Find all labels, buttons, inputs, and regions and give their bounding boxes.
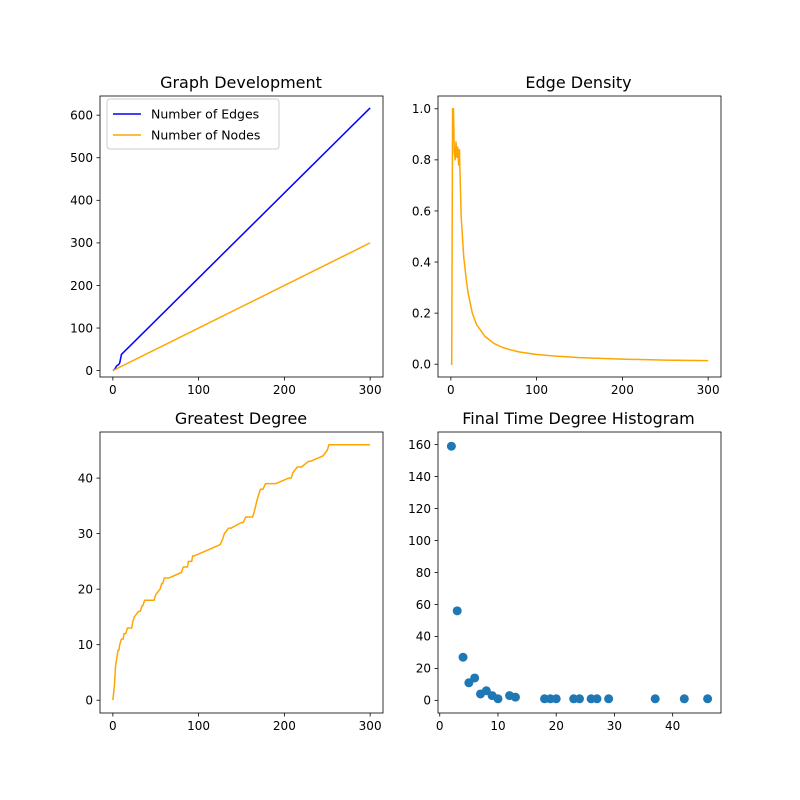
greatest-degree-frame (99, 431, 384, 714)
y-tick-label: 100 (70, 321, 93, 335)
degree-histogram-title: Final Time Degree Histogram (462, 409, 695, 428)
graph-development-title: Graph Development (160, 73, 322, 92)
y-tick-label: 0.4 (412, 255, 431, 269)
y-tick-label: 20 (78, 582, 93, 596)
x-tick-label: 200 (611, 383, 634, 397)
final-time-degree-histogram-point (703, 694, 713, 704)
y-tick-label: 20 (416, 662, 431, 676)
panel-graph-development: Graph Development 0 100 200 300 0 100 200 300 40… (70, 73, 384, 397)
legend-label-edges: Number of Edges (151, 107, 259, 122)
panel-degree-histogram: Final Time Degree Histogram 0 10 20 30 40 0 20… (408, 409, 722, 733)
final-time-degree-histogram-point (458, 652, 468, 662)
final-time-degree-histogram-point (679, 694, 689, 704)
final-time-degree-histogram-point (575, 694, 584, 704)
x-tick-label: 10 (490, 719, 505, 733)
y-tick-label: 120 (408, 502, 431, 516)
x-tick-label: 200 (273, 719, 296, 733)
x-tick-label: 100 (525, 383, 548, 397)
final-time-degree-histogram-point (493, 694, 503, 704)
y-tick-label: 160 (408, 438, 431, 452)
y-tick-label: 0.8 (412, 153, 431, 167)
y-tick-label: 60 (416, 598, 431, 612)
y-tick-label: 80 (416, 566, 431, 580)
greatest-degree-title: Greatest Degree (175, 409, 307, 428)
x-tick-label: 200 (273, 383, 296, 397)
final-time-degree-histogram-point (604, 694, 614, 704)
y-tick-label: 40 (78, 471, 93, 485)
edge-density-frame (437, 95, 722, 378)
x-tick-label: 20 (549, 719, 564, 733)
edge-density-axes: 0 100 200 300 0.0 0.2 0.4 0.6 0.8 1.0 (412, 95, 722, 397)
y-tick-label: 1.0 (412, 102, 431, 116)
final-time-degree-histogram-point (452, 606, 462, 616)
final-time-degree-histogram-point (446, 441, 456, 451)
y-tick-label: 140 (408, 470, 431, 484)
x-tick-label: 300 (359, 719, 382, 733)
graph-development-legend: Number of Edges Number of Nodes (106, 98, 280, 150)
graph-development-axes: 0 100 200 300 0 100 200 300 400 500 600 (70, 95, 384, 397)
degree-histogram-axes: 0 10 20 30 40 0 20 40 60 80 100 120 140 160 (408, 431, 722, 733)
panel-edge-density: Edge Density 0 100 200 300 0.0 0.2 0.4 0.6 0.8 1.… (412, 73, 722, 397)
x-tick-label: 100 (187, 719, 210, 733)
x-tick-label: 40 (665, 719, 680, 733)
y-tick-label: 100 (408, 534, 431, 548)
y-tick-label: 0.2 (412, 306, 431, 320)
x-tick-label: 100 (187, 383, 210, 397)
x-tick-label: 0 (109, 383, 117, 397)
y-tick-label: 400 (70, 194, 93, 208)
final-time-degree-histogram-point (510, 692, 520, 702)
y-tick-label: 30 (78, 527, 93, 541)
x-tick-label: 30 (607, 719, 622, 733)
edge-density-title: Edge Density (525, 73, 631, 92)
x-tick-label: 0 (109, 719, 117, 733)
y-tick-label: 0 (85, 694, 93, 708)
final-time-degree-histogram-point (551, 694, 561, 704)
graph-development-line-1 (112, 242, 371, 372)
x-tick-label: 300 (697, 383, 720, 397)
y-tick-label: 0.6 (412, 204, 431, 218)
y-tick-label: 500 (70, 151, 93, 165)
y-tick-label: 0 (85, 364, 93, 378)
graph-development-frame (99, 95, 384, 378)
legend-box (106, 98, 280, 150)
final-time-degree-histogram-point (470, 673, 480, 683)
y-tick-label: 0 (423, 694, 431, 708)
x-tick-label: 0 (447, 383, 455, 397)
panel-greatest-degree: Greatest Degree 0 100 200 300 0 10 20 30 40 (78, 409, 384, 733)
greatest-degree-axes: 0 100 200 300 0 10 20 30 40 (78, 431, 384, 733)
y-tick-label: 300 (70, 236, 93, 250)
y-tick-label: 600 (70, 108, 93, 122)
greatest-degree-line-0 (112, 444, 371, 701)
final-time-degree-histogram-point (650, 694, 660, 704)
y-tick-label: 40 (416, 630, 431, 644)
x-tick-label: 0 (436, 719, 444, 733)
y-tick-label: 200 (70, 279, 93, 293)
x-tick-label: 300 (359, 383, 382, 397)
y-tick-label: 0.0 (412, 358, 431, 372)
final-time-degree-histogram-point (592, 694, 602, 704)
edge-density-line-0 (450, 108, 709, 365)
legend-label-nodes: Number of Nodes (151, 128, 260, 143)
y-tick-label: 10 (78, 638, 93, 652)
